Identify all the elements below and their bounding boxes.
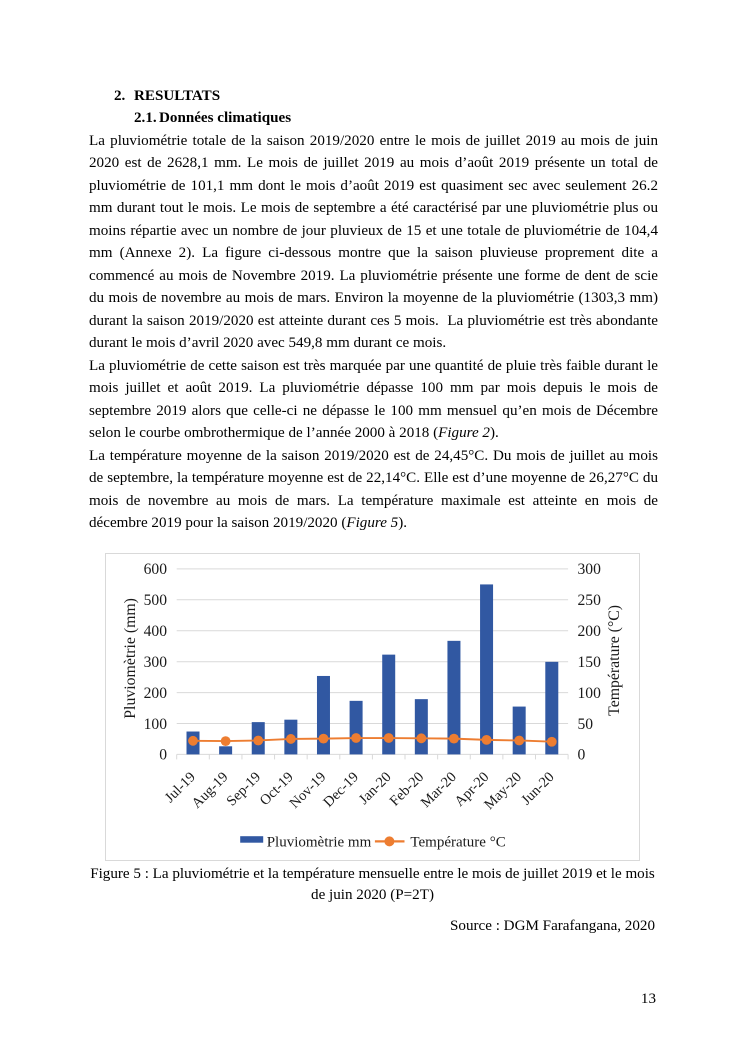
svg-text:100: 100 — [578, 685, 602, 702]
svg-text:200: 200 — [144, 685, 168, 702]
svg-text:400: 400 — [144, 623, 168, 640]
svg-text:150: 150 — [578, 654, 602, 671]
svg-text:100: 100 — [144, 716, 168, 733]
svg-text:50: 50 — [578, 716, 594, 733]
svg-text:Température °C: Température °C — [410, 835, 505, 851]
svg-text:300: 300 — [144, 654, 168, 671]
svg-text:Pluviomètrie (mm): Pluviomètrie (mm) — [122, 598, 139, 719]
svg-text:200: 200 — [578, 623, 602, 640]
svg-text:0: 0 — [578, 747, 586, 764]
svg-text:250: 250 — [578, 592, 602, 609]
svg-text:300: 300 — [578, 561, 602, 578]
svg-text:600: 600 — [144, 561, 168, 578]
svg-text:Pluviomètrie mm: Pluviomètrie mm — [267, 835, 372, 851]
svg-text:500: 500 — [144, 592, 168, 609]
svg-text:Température (°C): Température (°C) — [606, 605, 623, 716]
svg-text:0: 0 — [159, 747, 167, 764]
